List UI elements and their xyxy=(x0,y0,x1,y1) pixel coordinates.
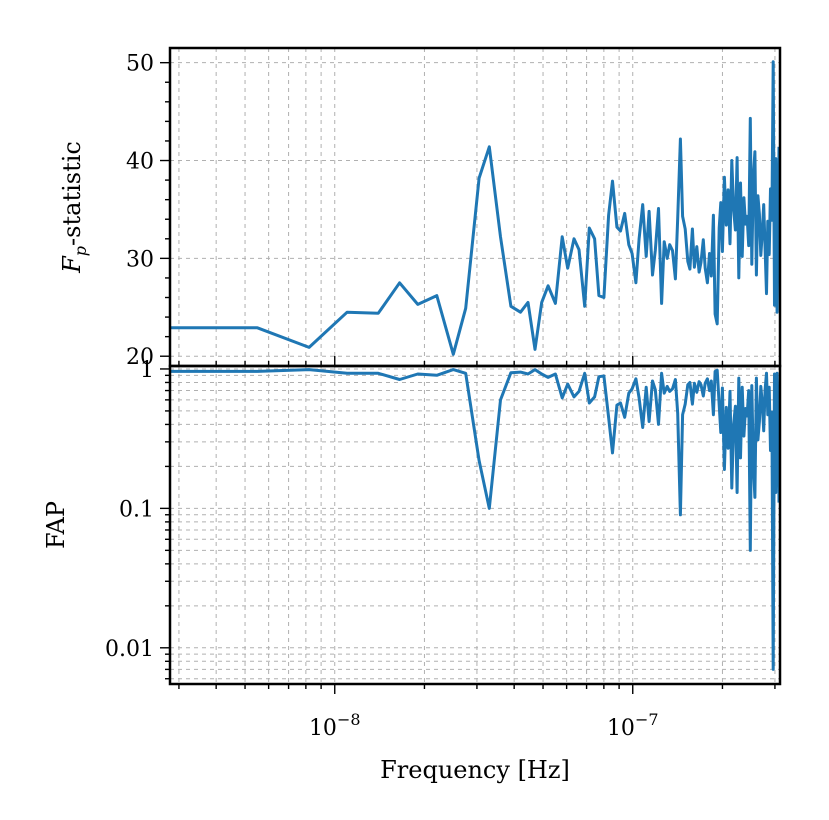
bottom-y-tick-label: 0.1 xyxy=(119,497,154,522)
axis-labels: Fp-statistic FAP Frequency [Hz] xyxy=(42,141,570,784)
bottom-y-tick-label: 0.01 xyxy=(105,637,154,662)
x-tick-label: 10−7 xyxy=(607,710,659,741)
top-ylabel: Fp-statistic xyxy=(58,141,90,274)
bottom-panel-grid xyxy=(170,366,780,684)
x-axis-label: Frequency [Hz] xyxy=(380,756,570,784)
bottom-panel-plot xyxy=(171,368,781,671)
top-panel-plot xyxy=(171,60,781,356)
top-y-tick-label: 20 xyxy=(126,345,154,370)
x-tick-base: 10 xyxy=(607,716,635,741)
top-y-tick-label: 40 xyxy=(126,150,154,175)
fp-statistic-series-line xyxy=(171,60,781,356)
top-y-tick-label: 50 xyxy=(126,52,154,77)
fap-series-line xyxy=(171,368,781,671)
x-tick-exponent: −8 xyxy=(337,710,361,729)
top-y-tick-label: 30 xyxy=(126,247,154,272)
top-ylabel-rest: -statistic xyxy=(58,141,86,246)
bottom-y-tick-label: 1 xyxy=(140,358,154,383)
x-tick-exponent: −7 xyxy=(635,710,659,729)
top-panel-grid xyxy=(170,48,780,366)
top-ylabel-sub: p xyxy=(71,246,90,256)
top-ylabel-main: F xyxy=(58,255,86,274)
x-tick-label: 10−8 xyxy=(309,710,361,741)
bottom-ylabel: FAP xyxy=(42,501,70,549)
x-tick-base: 10 xyxy=(309,716,337,741)
bottom-panel-frame xyxy=(168,364,782,686)
